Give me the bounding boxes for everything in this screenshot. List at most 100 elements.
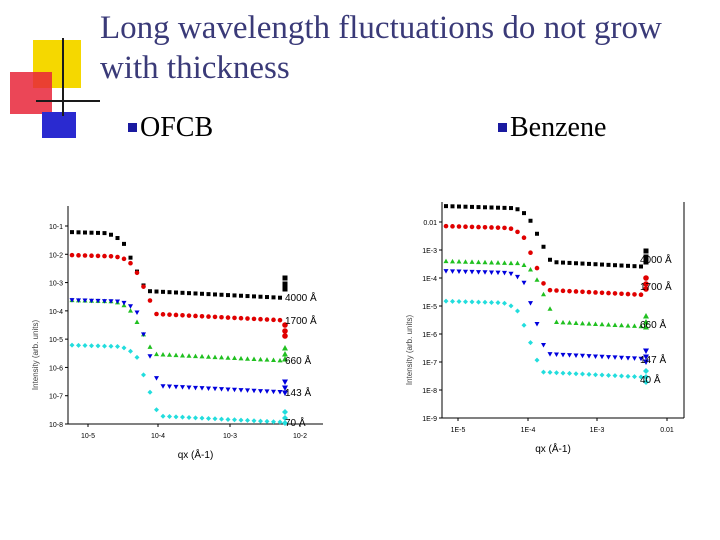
data-point (102, 253, 107, 259)
data-point (560, 352, 566, 358)
data-point (271, 419, 276, 425)
data-point (258, 316, 263, 322)
data-point (567, 370, 572, 376)
data-point (238, 388, 244, 393)
data-point (547, 306, 553, 311)
data-point (502, 205, 507, 210)
data-point (180, 414, 185, 420)
data-point (528, 250, 533, 256)
data-point (245, 388, 250, 393)
data-point (134, 319, 140, 325)
data-point (469, 259, 475, 264)
data-point (599, 354, 605, 360)
data-point (251, 316, 257, 322)
bullet-label: OFCB (140, 112, 214, 143)
data-point (521, 322, 527, 328)
data-point (282, 390, 288, 396)
data-point (456, 299, 462, 305)
series-label: 4000 Å (640, 253, 672, 266)
y-tick-label: 1E-4 (422, 276, 437, 283)
y-tick-label: 10-6 (49, 365, 63, 372)
data-point (489, 225, 494, 230)
y-tick-label: 10-5 (49, 337, 63, 344)
data-point (206, 314, 211, 319)
data-point (619, 373, 624, 379)
data-point (522, 211, 526, 216)
data-point (115, 254, 120, 260)
data-point (508, 303, 514, 309)
data-point (450, 224, 455, 229)
data-point (219, 292, 224, 297)
data-point (69, 342, 75, 348)
data-point (82, 298, 88, 304)
vertical-rule (62, 38, 64, 116)
square-bullet-icon (128, 123, 137, 132)
data-point (443, 298, 449, 304)
data-point (515, 274, 520, 280)
data-point (643, 254, 649, 260)
data-point (643, 319, 649, 325)
series-label: 1700 Å (285, 314, 317, 327)
data-point (593, 354, 598, 359)
data-point (586, 354, 592, 359)
data-point (580, 289, 585, 295)
data-point (232, 315, 237, 321)
y-tick-label: 10-3 (49, 281, 63, 288)
data-point (638, 323, 644, 329)
data-point (282, 356, 288, 362)
data-point (161, 289, 165, 294)
data-point (102, 343, 107, 349)
data-point (277, 357, 283, 363)
data-point (509, 206, 513, 211)
data-point (206, 292, 211, 297)
x-tick-label: 10-3 (223, 433, 237, 440)
data-point (632, 356, 637, 361)
data-point (450, 258, 455, 264)
data-point (167, 312, 172, 317)
data-point (495, 260, 501, 265)
data-point (599, 372, 605, 378)
data-point (521, 262, 527, 267)
x-axis-label: qx (Å-1) (178, 448, 214, 461)
data-point (264, 418, 270, 424)
data-point (219, 314, 224, 320)
data-point (476, 299, 481, 305)
data-point (573, 353, 579, 358)
x-tick-label: 10-4 (151, 433, 165, 440)
data-point (567, 353, 572, 358)
data-point (199, 415, 205, 421)
x-tick-label: 0.01 (660, 427, 674, 434)
data-point (463, 204, 468, 209)
data-point (89, 230, 94, 235)
data-point (613, 263, 617, 268)
data-point (515, 207, 520, 212)
data-point (251, 388, 257, 394)
data-point (515, 308, 520, 314)
data-point (282, 333, 288, 339)
data-point (599, 290, 605, 296)
data-point (278, 295, 282, 300)
data-point (476, 270, 481, 275)
data-point (456, 224, 462, 229)
data-point (282, 275, 288, 281)
y-tick-label: 1E-6 (422, 332, 437, 339)
data-point (619, 355, 624, 361)
data-point (638, 374, 644, 380)
data-point (264, 357, 270, 362)
data-point (489, 299, 494, 305)
data-point (528, 267, 533, 272)
data-point (282, 322, 288, 328)
data-point (89, 253, 94, 259)
data-point (212, 386, 218, 392)
data-point (489, 270, 494, 275)
y-tick-label: 1E-9 (422, 416, 437, 423)
data-point (560, 288, 566, 294)
data-point (482, 224, 488, 230)
data-point (265, 295, 269, 300)
x-tick-label: 10-5 (81, 433, 95, 440)
y-axis-label: Intensity (arb. units) (31, 320, 40, 391)
data-point (200, 291, 204, 296)
data-point (586, 289, 592, 295)
data-point (102, 231, 107, 236)
data-point (225, 416, 231, 422)
